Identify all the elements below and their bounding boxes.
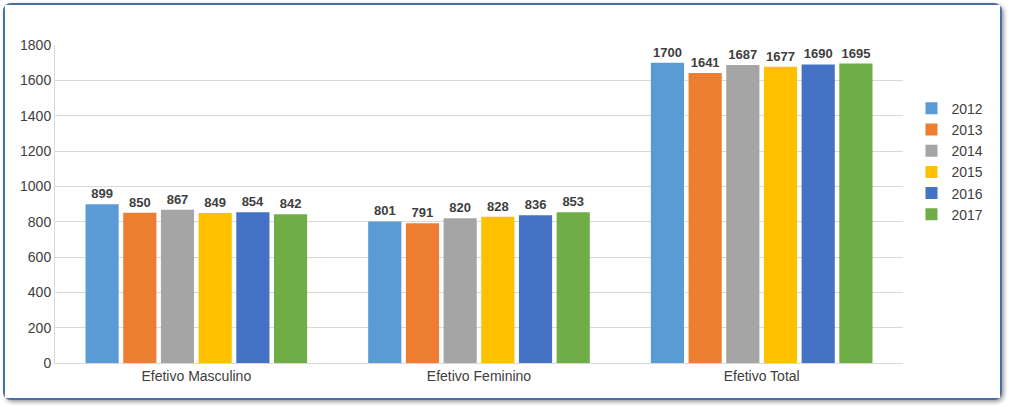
svg-text:850: 850 [129, 195, 151, 210]
svg-text:2017: 2017 [951, 207, 982, 223]
svg-text:1200: 1200 [20, 143, 51, 159]
svg-text:2016: 2016 [951, 186, 982, 202]
svg-text:1690: 1690 [804, 46, 833, 61]
svg-text:2012: 2012 [951, 101, 982, 117]
svg-text:1700: 1700 [653, 45, 682, 60]
svg-text:Efetivo Total: Efetivo Total [724, 368, 800, 384]
svg-text:853: 853 [562, 194, 584, 209]
svg-text:1641: 1641 [691, 55, 720, 70]
svg-text:899: 899 [91, 186, 113, 201]
svg-text:1800: 1800 [20, 37, 51, 53]
svg-text:200: 200 [28, 320, 52, 336]
svg-text:Efetivo Masculino: Efetivo Masculino [141, 368, 251, 384]
svg-text:820: 820 [449, 200, 471, 215]
svg-text:1677: 1677 [766, 49, 795, 64]
svg-text:400: 400 [28, 284, 52, 300]
svg-text:2013: 2013 [951, 122, 982, 138]
svg-text:2014: 2014 [951, 143, 982, 159]
svg-text:600: 600 [28, 249, 52, 265]
svg-text:849: 849 [204, 195, 226, 210]
svg-text:867: 867 [167, 192, 189, 207]
svg-text:828: 828 [487, 199, 509, 214]
svg-text:1000: 1000 [20, 178, 51, 194]
svg-text:1695: 1695 [841, 46, 870, 61]
svg-text:2015: 2015 [951, 164, 982, 180]
svg-text:791: 791 [412, 205, 434, 220]
svg-text:836: 836 [525, 197, 547, 212]
svg-text:Efetivo Feminino: Efetivo Feminino [427, 368, 531, 384]
svg-text:801: 801 [374, 203, 396, 218]
svg-text:800: 800 [28, 214, 52, 230]
svg-text:0: 0 [43, 355, 51, 371]
svg-text:854: 854 [242, 194, 264, 209]
svg-text:1600: 1600 [20, 72, 51, 88]
svg-text:1400: 1400 [20, 108, 51, 124]
svg-text:1687: 1687 [728, 47, 757, 62]
svg-text:842: 842 [280, 196, 302, 211]
